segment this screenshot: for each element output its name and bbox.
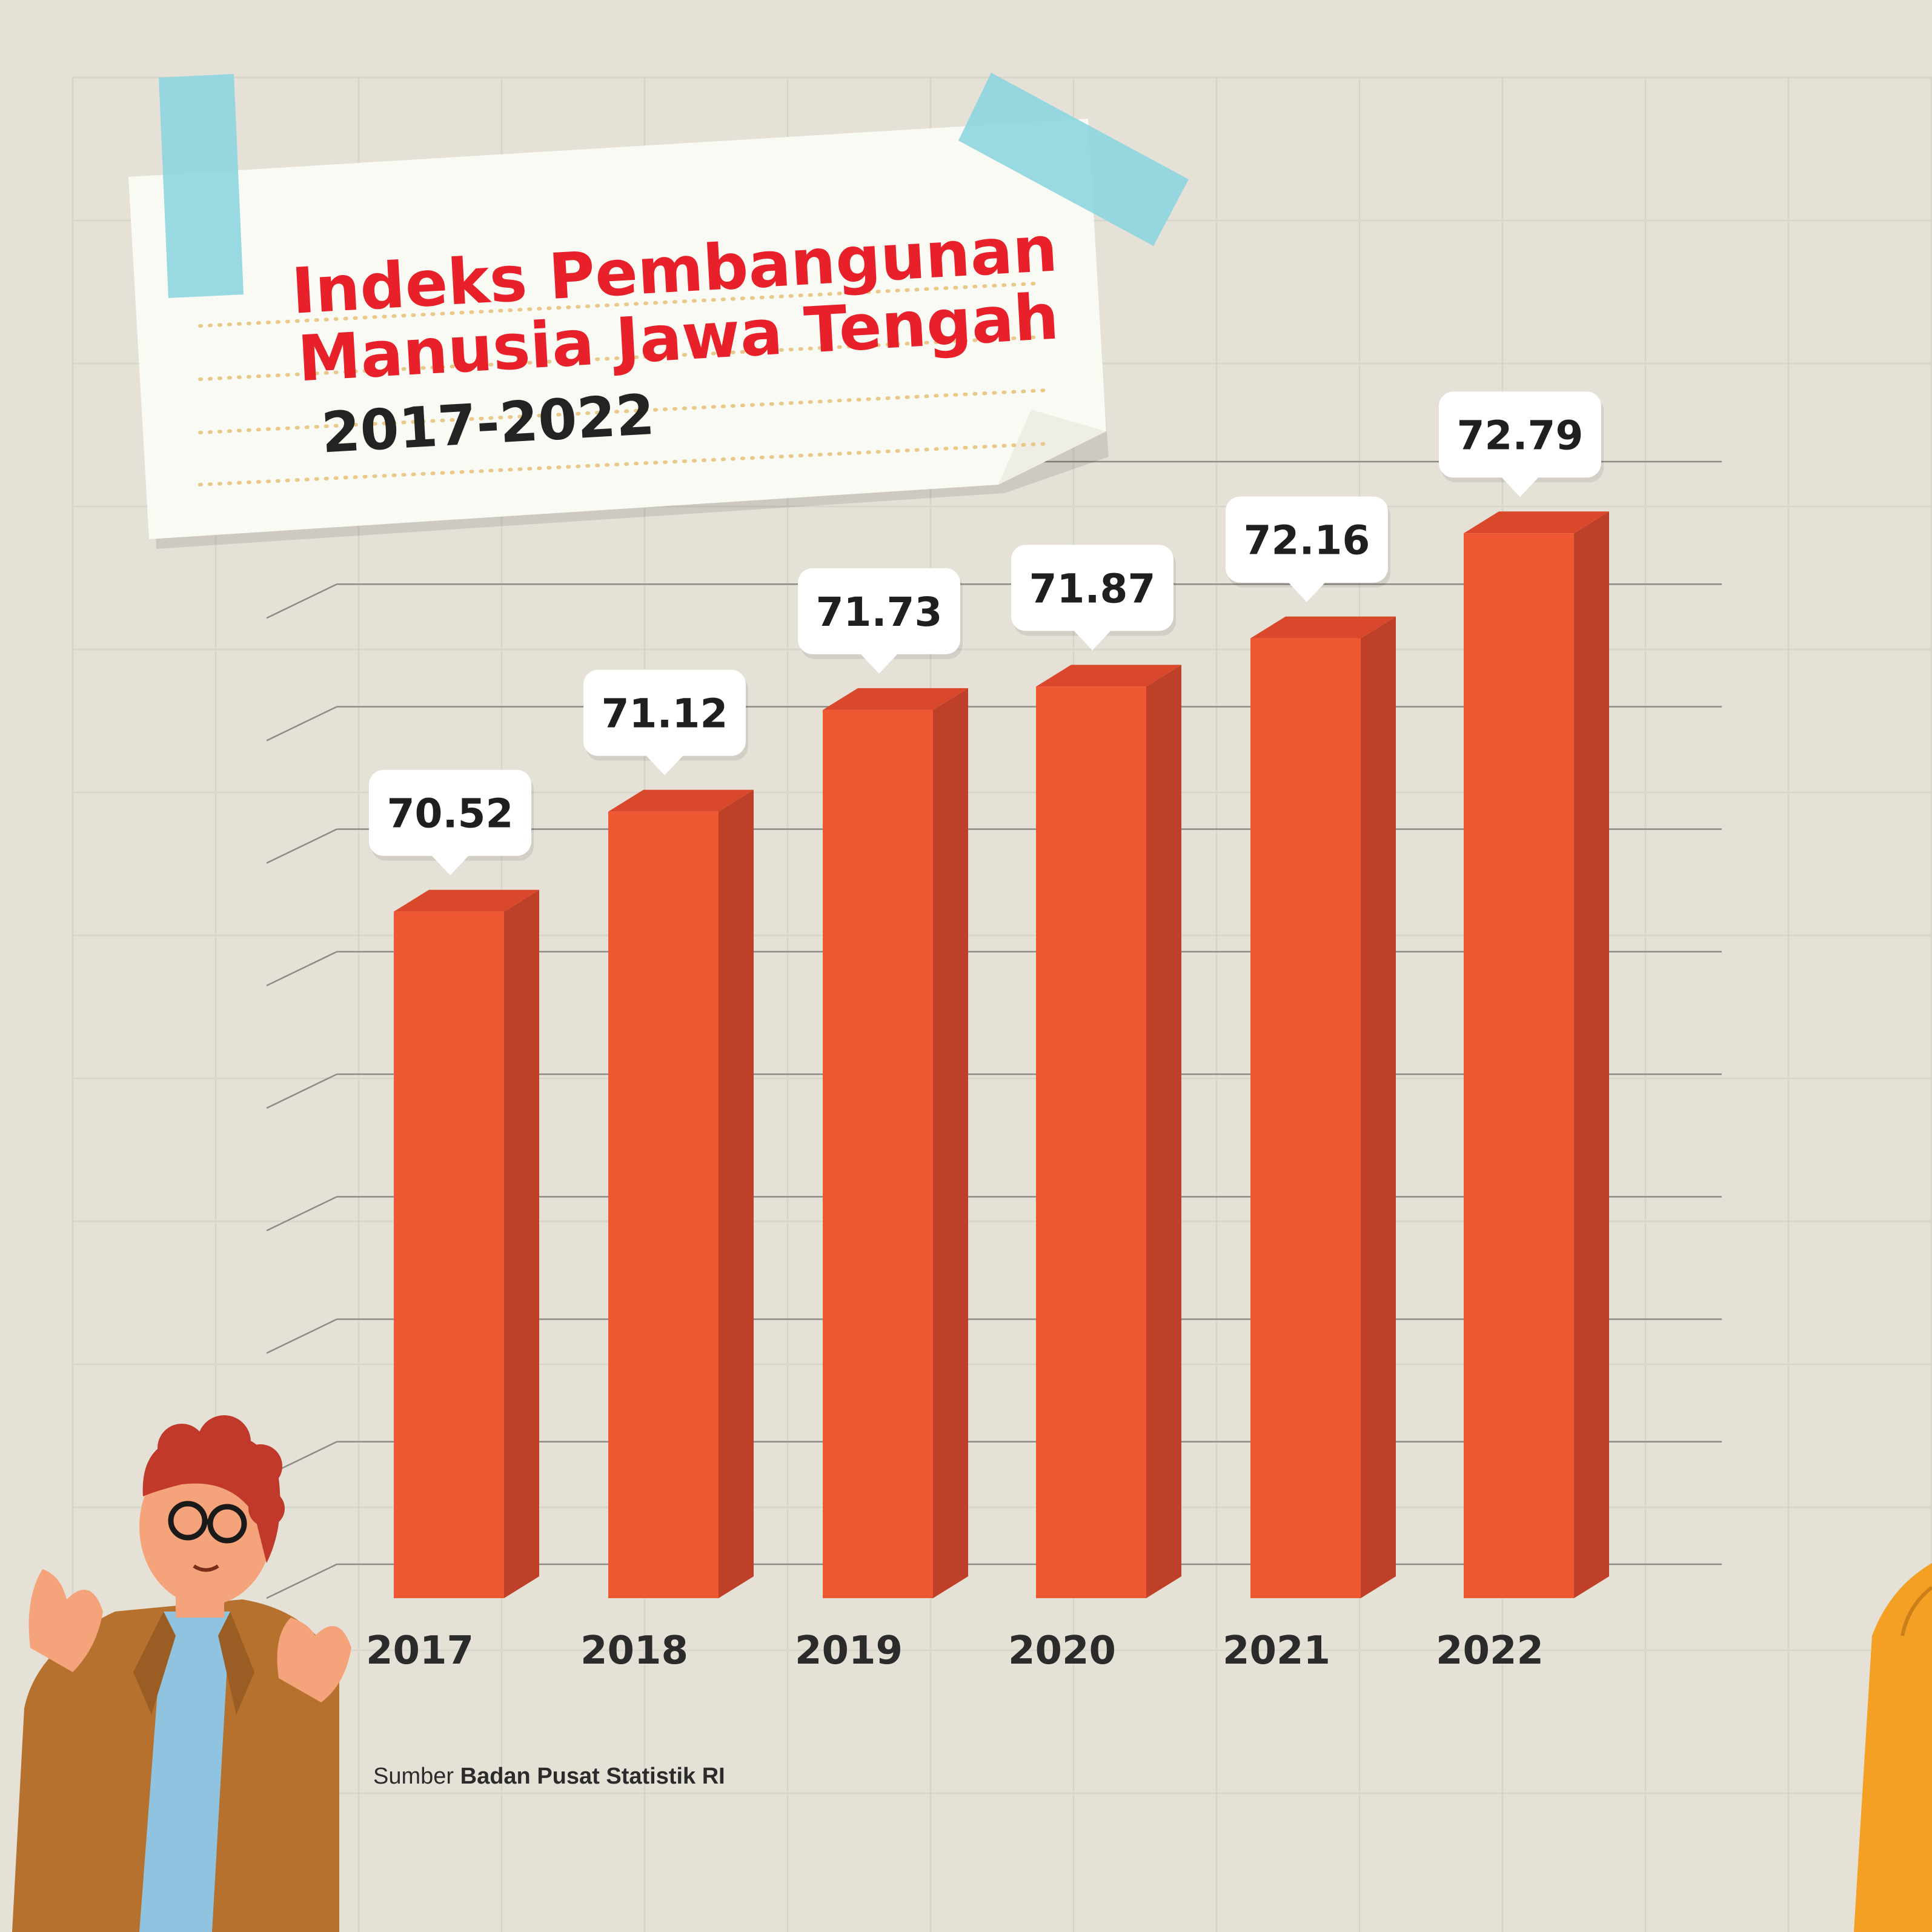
callout-box [369,769,531,856]
callout-box [583,669,746,756]
gridline-perspective [266,583,337,619]
callout-pointer [431,854,470,875]
bar-side [1361,616,1396,1599]
data-label: 71.87 [1029,565,1156,612]
x-tick-label: 2019 [795,1628,903,1673]
x-tick-label: 2022 [1436,1628,1544,1673]
data-label: 71.73 [816,589,943,636]
bar-front [394,911,504,1598]
callout-pointer [1287,581,1326,602]
bar-front [608,811,719,1598]
gridline-perspective [266,1073,337,1109]
value-callout: 71.12 [583,669,748,775]
bar-front [1250,638,1361,1598]
x-tick-label: 2018 [580,1628,688,1673]
title-paper [128,119,1106,539]
source-prefix: Sumber [373,1764,454,1789]
callout-pointer [645,754,684,775]
gridline-perspective [266,1563,337,1599]
value-callout: 72.16 [1226,496,1390,602]
bar-front [1036,686,1146,1598]
callout-pointer [1073,629,1112,651]
callout-box [798,568,960,654]
value-callout: 71.87 [1011,545,1176,651]
callout-box [1011,545,1173,631]
x-tick-label: 2020 [1008,1628,1116,1673]
gridline-perspective [266,706,337,742]
gridline-perspective [266,951,337,987]
bar-side [1146,665,1181,1598]
value-callouts: 70.52 71.12 71.73 71.87 72.16 72.79 [369,391,1604,875]
bar-front [823,709,933,1598]
value-callout: 72.79 [1439,391,1604,497]
bar-2022 [1464,511,1609,1599]
bar-2021 [1250,616,1396,1599]
callout-pointer [1501,476,1539,497]
source-note: Sumber Badan Pusat Statistik RI [373,1764,725,1789]
callout-pointer [860,652,898,674]
x-tick-label: 2021 [1223,1628,1330,1673]
gridline-perspective [266,1318,337,1354]
tape-right [958,73,1189,246]
data-label: 70.52 [387,791,514,837]
bar-2017 [394,889,539,1598]
gridline-perspective [266,828,337,864]
title-card: Indeks Pembangunan Manusia Jawa Tengah 2… [128,73,1189,549]
bar-front [1464,533,1574,1599]
bar-top [823,688,968,710]
bar-side [719,789,754,1598]
bar-2018 [608,789,754,1598]
data-label: 72.16 [1244,517,1370,564]
bar-top [394,889,539,912]
gridline-perspective [266,1196,337,1232]
callout-box [1439,391,1601,478]
bar-top [1250,616,1396,639]
x-tick-label: 2017 [366,1628,474,1673]
source-name: Badan Pusat Statistik RI [460,1764,725,1789]
bar-top [1036,665,1181,687]
bar-side [504,889,539,1598]
data-label: 71.12 [602,691,728,737]
bar-side [1574,511,1609,1599]
value-callout: 71.73 [798,568,963,674]
bar-2019 [823,688,968,1598]
data-label: 72.79 [1457,412,1584,459]
value-callout: 70.52 [369,769,534,875]
bar-side [933,688,968,1598]
x-axis-tick-labels: 2017 2018 2019 2020 2021 2022 [366,1628,1544,1673]
bars [394,511,1609,1599]
bar-top [1464,511,1609,534]
character-illustration-right [1854,1563,1932,1932]
callout-box [1226,496,1388,583]
paper-curl [998,410,1106,485]
tape-left [159,74,244,298]
bar-2020 [1036,665,1181,1598]
character-illustration-left [12,1415,351,1932]
bar-top [608,789,754,812]
